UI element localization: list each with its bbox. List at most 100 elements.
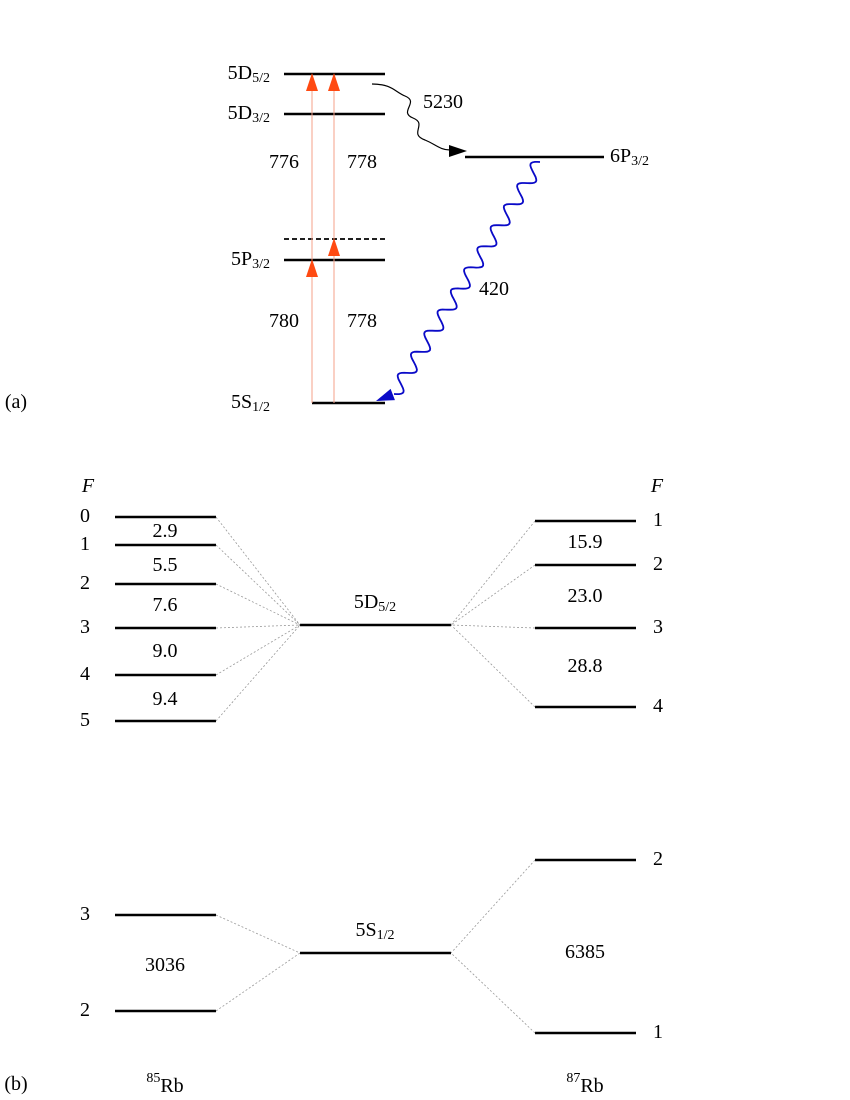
laser-arrow bbox=[306, 73, 318, 91]
connector bbox=[450, 859, 536, 954]
f-label: 3 bbox=[80, 903, 90, 925]
text-part: 9.0 bbox=[153, 640, 178, 662]
text-part: 2.9 bbox=[153, 520, 178, 542]
text-part: 420 bbox=[479, 278, 509, 300]
f-label: 1 bbox=[653, 509, 663, 531]
text-part: 28.8 bbox=[568, 655, 603, 677]
splitting-label: 15.9 bbox=[568, 531, 603, 553]
connector bbox=[215, 914, 301, 954]
wavelength-label: 778 bbox=[347, 310, 377, 332]
text-sub: 1/2 bbox=[377, 928, 395, 943]
f-header: F bbox=[81, 475, 95, 497]
connector bbox=[450, 624, 536, 629]
level-label: 5S1/2 bbox=[355, 919, 394, 944]
decay-arrow bbox=[376, 388, 395, 401]
splitting-label: 23.0 bbox=[568, 585, 603, 607]
f-label: 4 bbox=[653, 695, 663, 717]
panel-label: (a) bbox=[5, 391, 27, 413]
splitting-label: 9.4 bbox=[153, 688, 178, 710]
text-part: 1 bbox=[80, 533, 90, 555]
decay-arrow bbox=[449, 145, 467, 157]
text-sub: 5/2 bbox=[252, 71, 270, 86]
text-part: 5230 bbox=[423, 91, 463, 113]
text-part: 7.6 bbox=[153, 594, 178, 616]
text-part: 4 bbox=[653, 695, 663, 717]
f-label: 1 bbox=[80, 533, 90, 555]
text-part: 9.4 bbox=[153, 688, 178, 710]
decay-wave bbox=[393, 161, 541, 395]
text-sub: 5/2 bbox=[378, 600, 396, 615]
connector bbox=[215, 624, 301, 722]
splitting-label: 6385 bbox=[565, 941, 605, 963]
isotope-label: 85Rb bbox=[146, 1071, 183, 1096]
text-sub: 3/2 bbox=[252, 111, 270, 126]
connector bbox=[215, 624, 301, 629]
text-part: 5D bbox=[228, 102, 252, 124]
text-part: 3 bbox=[80, 616, 90, 638]
text-part: 778 bbox=[347, 151, 377, 173]
text-part: 5 bbox=[80, 709, 90, 731]
text-part: 778 bbox=[347, 310, 377, 332]
text-part: 23.0 bbox=[568, 585, 603, 607]
level-label: 5P3/2 bbox=[231, 248, 270, 273]
text-sup: 87 bbox=[566, 1071, 580, 1086]
text-part: 5.5 bbox=[153, 554, 178, 576]
splitting-label: 2.9 bbox=[153, 520, 178, 542]
f-label: 4 bbox=[80, 663, 90, 685]
text-part: 2 bbox=[80, 999, 90, 1021]
text-part: 3 bbox=[80, 903, 90, 925]
text-part: 5P bbox=[231, 248, 252, 270]
f-label: 0 bbox=[80, 505, 90, 527]
text-part: 6385 bbox=[565, 941, 605, 963]
connector bbox=[450, 520, 536, 626]
f-label: 3 bbox=[653, 616, 663, 638]
text-part: (a) bbox=[5, 391, 27, 413]
laser-arrow bbox=[328, 238, 340, 256]
f-label: 3 bbox=[80, 616, 90, 638]
text-part: F bbox=[81, 475, 95, 497]
text-part: 5D bbox=[228, 62, 252, 84]
f-label: 5 bbox=[80, 709, 90, 731]
f-label: 2 bbox=[653, 553, 663, 575]
decay-wave bbox=[371, 83, 451, 151]
text-part: 3 bbox=[653, 616, 663, 638]
text-part: 6P bbox=[610, 145, 631, 167]
level-label: 5D5/2 bbox=[228, 62, 270, 87]
text-sub: 3/2 bbox=[631, 154, 649, 169]
splitting-label: 5.5 bbox=[153, 554, 178, 576]
text-part: F bbox=[650, 475, 664, 497]
f-label: 2 bbox=[80, 572, 90, 594]
splitting-label: 3036 bbox=[145, 954, 185, 976]
wavelength-label: 780 bbox=[269, 310, 299, 332]
text-part: 1 bbox=[653, 1021, 663, 1043]
wavelength-label: 420 bbox=[479, 278, 509, 300]
text-sub: 3/2 bbox=[252, 257, 270, 272]
text-part: 776 bbox=[269, 151, 299, 173]
laser-arrow bbox=[328, 73, 340, 91]
text-part: 4 bbox=[80, 663, 90, 685]
splitting-label: 7.6 bbox=[153, 594, 178, 616]
f-label: 2 bbox=[653, 848, 663, 870]
text-part: 15.9 bbox=[568, 531, 603, 553]
f-header: F bbox=[650, 475, 664, 497]
text-part: Rb bbox=[580, 1075, 603, 1097]
text-part: 5S bbox=[231, 391, 252, 413]
wavelength-label: 778 bbox=[347, 151, 377, 173]
splitting-label: 9.0 bbox=[153, 640, 178, 662]
connector bbox=[215, 583, 301, 626]
level-label: 6P3/2 bbox=[610, 145, 649, 170]
laser-arrow bbox=[306, 259, 318, 277]
text-part: 2 bbox=[80, 572, 90, 594]
text-part: Rb bbox=[160, 1075, 183, 1097]
f-label: 1 bbox=[653, 1021, 663, 1043]
connector bbox=[450, 564, 536, 626]
connector bbox=[450, 624, 536, 708]
f-label: 2 bbox=[80, 999, 90, 1021]
text-part: 1 bbox=[653, 509, 663, 531]
text-part: 2 bbox=[653, 848, 663, 870]
connector bbox=[450, 952, 536, 1034]
connector bbox=[215, 544, 301, 626]
text-sup: 85 bbox=[146, 1071, 160, 1086]
panel-label: (b) bbox=[4, 1073, 27, 1095]
wavelength-label: 776 bbox=[269, 151, 299, 173]
